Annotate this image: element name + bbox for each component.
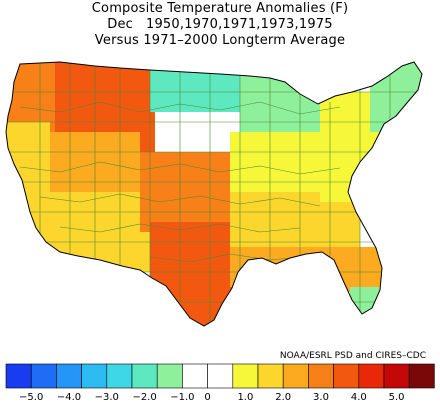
legend-tick-label: 5.0 xyxy=(389,392,405,402)
legend-swatch xyxy=(30,363,57,389)
legend-swatch xyxy=(131,363,158,389)
map-title: Composite Temperature Anomalies (F) xyxy=(91,1,349,16)
legend-tick-label: 1.0 xyxy=(237,392,253,402)
legend-swatch xyxy=(358,363,385,389)
legend-swatch xyxy=(5,363,32,389)
legend-tick-label: 0 xyxy=(204,392,210,402)
region-southern-plains xyxy=(140,152,230,232)
legend-swatch xyxy=(333,363,360,389)
color-legend: −5.0 −4.0 −3.0 −2.0 −1.0 0 1.0 2.0 3.0 4.0 5.0 xyxy=(5,363,435,402)
legend-swatch xyxy=(282,363,309,389)
legend-swatch xyxy=(408,363,435,389)
us-anomaly-map xyxy=(5,61,423,327)
legend-swatch xyxy=(156,363,183,389)
legend-tick-label: 4.0 xyxy=(351,392,367,402)
legend-tick-label: −3.0 xyxy=(95,392,119,402)
legend-swatch xyxy=(308,363,334,389)
climate-division-borders xyxy=(6,62,422,322)
legend-tick-label: −5.0 xyxy=(19,392,43,402)
legend-tick-label: −1.0 xyxy=(170,392,194,402)
legend-swatch xyxy=(81,363,108,389)
legend-tick-label: 2.0 xyxy=(275,392,291,402)
data-credit: NOAA/ESRL PSD and CIRES–CDC xyxy=(279,351,426,361)
region-south-florida xyxy=(350,287,390,326)
legend-swatch xyxy=(182,363,208,389)
legend-tick-label: −2.0 xyxy=(132,392,156,402)
legend-swatch xyxy=(56,363,82,389)
legend-swatch xyxy=(232,363,259,389)
us-outline xyxy=(5,61,423,327)
legend-tick-label: 3.0 xyxy=(313,392,329,402)
legend-tick-label: −4.0 xyxy=(57,392,81,402)
legend-swatch xyxy=(257,363,284,389)
region-texas xyxy=(150,222,240,326)
legend-swatch xyxy=(383,363,410,389)
map-subtitle-period: Dec 1950,1970,1971,1973,1975 xyxy=(107,17,333,32)
map-subtitle-baseline: Versus 1971–2000 Longterm Average xyxy=(94,33,346,48)
legend-swatch xyxy=(106,363,133,389)
legend-swatch xyxy=(207,363,234,389)
